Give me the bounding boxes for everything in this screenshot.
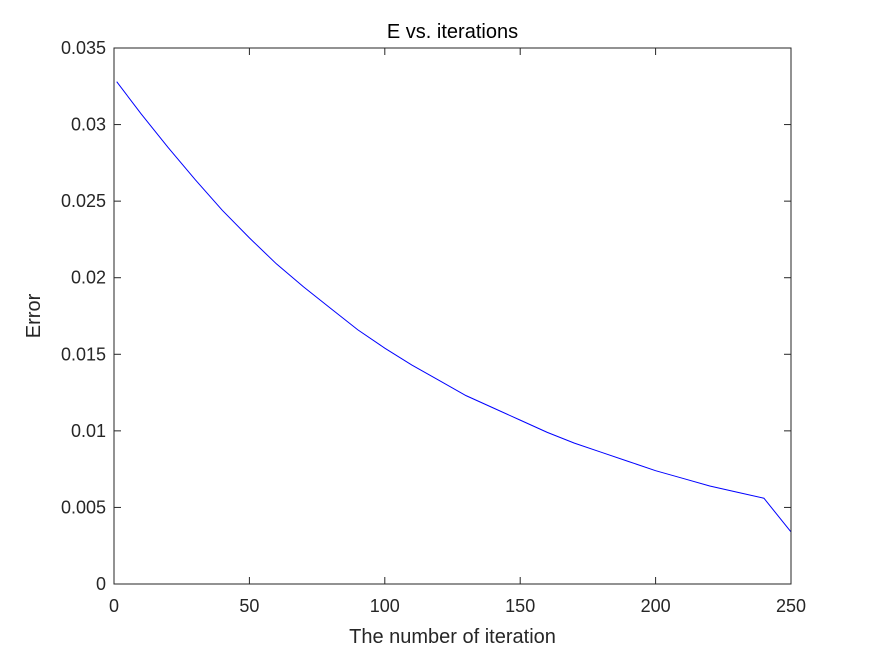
y-tick-label: 0.015 [61, 344, 106, 364]
x-axis-title: The number of iteration [349, 626, 556, 648]
chart-title: E vs. iterations [387, 21, 518, 43]
plot-area [114, 48, 791, 584]
y-tick-label: 0.005 [61, 497, 106, 517]
y-tick-label: 0.01 [71, 421, 106, 441]
x-axis-ticks: 0 50 100 150 200 250 [109, 48, 806, 616]
y-tick-label: 0 [96, 574, 106, 594]
x-tick-label: 200 [641, 596, 671, 616]
y-axis-title: Error [23, 293, 45, 338]
x-tick-label: 50 [239, 596, 259, 616]
x-tick-label: 100 [370, 596, 400, 616]
y-tick-label: 0.02 [71, 268, 106, 288]
x-tick-label: 0 [109, 596, 119, 616]
x-tick-label: 250 [776, 596, 806, 616]
series-line [116, 81, 792, 533]
axes-box [113, 47, 792, 585]
x-tick-label: 150 [505, 596, 535, 616]
y-tick-label: 0.025 [61, 191, 106, 211]
y-tick-label: 0.03 [71, 115, 106, 135]
y-tick-label: 0.035 [61, 38, 106, 58]
series-layer [116, 81, 792, 533]
y-axis-ticks: 0 0.005 0.01 0.015 0.02 0.025 0.03 0.035 [61, 38, 791, 594]
